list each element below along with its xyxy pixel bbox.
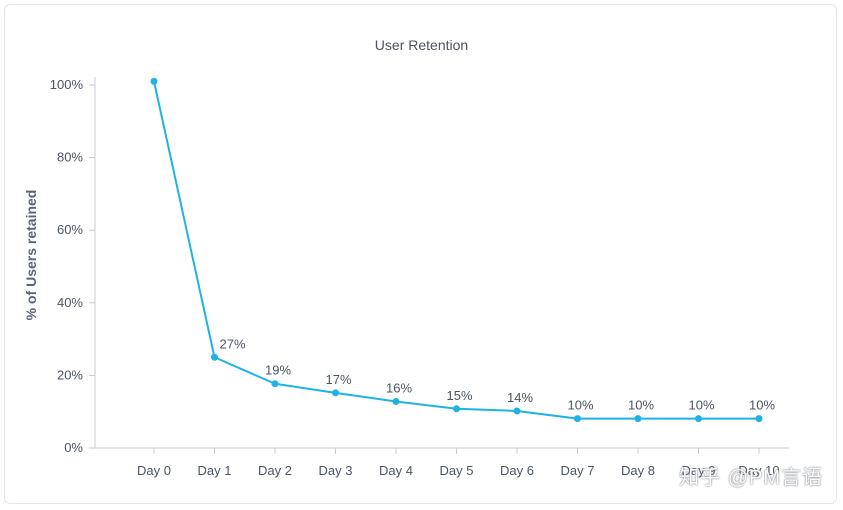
data-label: 10% [628,398,654,413]
x-ticks: Day 0 Day 1 Day 2 Day 3 Day 4 Day 5 Day 6 Day 7… [137,448,780,478]
data-point [755,415,763,423]
data-label: 27% [220,336,246,351]
y-tick-label: 60% [57,222,83,237]
x-tick-label: Day 10 [738,463,779,478]
data-point [392,398,400,406]
x-tick-label: Day 9 [682,463,716,478]
data-point [695,415,702,423]
data-point [634,415,642,423]
x-tick-label: Day 6 [500,463,534,478]
y-tick-label: 80% [57,150,83,165]
x-tick-label: Day 2 [258,463,292,478]
data-label: 10% [688,398,714,413]
x-tick-label: Day 8 [621,463,655,478]
data-point [453,405,460,413]
data-label: 16% [386,381,412,396]
y-ticks: 0% 20% 40% 60% 80% 100% [50,77,95,455]
y-tick-label: 100% [50,77,84,92]
axes [94,77,789,449]
data-point [271,380,279,388]
y-tick-label: 40% [57,295,83,310]
data-label: 19% [265,363,291,378]
data-point [574,415,581,423]
data-point [513,407,521,415]
data-label: 17% [325,372,351,387]
data-label: 14% [507,390,533,405]
x-tick-label: Day 4 [379,463,413,478]
data-point [332,389,339,397]
y-tick-label: 0% [64,440,83,455]
data-label: 10% [567,398,593,413]
chart-title: User Retention [374,37,469,53]
data-label: 15% [446,388,472,403]
series: 27% 19% 17% 16% 15% 14% 10% 10% 10% 10% [150,77,775,423]
y-tick-label: 20% [57,367,83,382]
x-tick-label: Day 0 [137,463,171,478]
data-point [150,77,158,85]
data-label: 10% [749,398,775,413]
series-line [153,81,759,420]
x-tick-label: Day 5 [440,463,474,478]
watermark: 知乎 @PM言语 [679,467,823,489]
x-tick-label: Day 1 [198,463,232,478]
x-tick-label: Day 3 [319,463,353,478]
x-tick-label: Day 7 [561,463,595,478]
data-point [211,353,218,361]
